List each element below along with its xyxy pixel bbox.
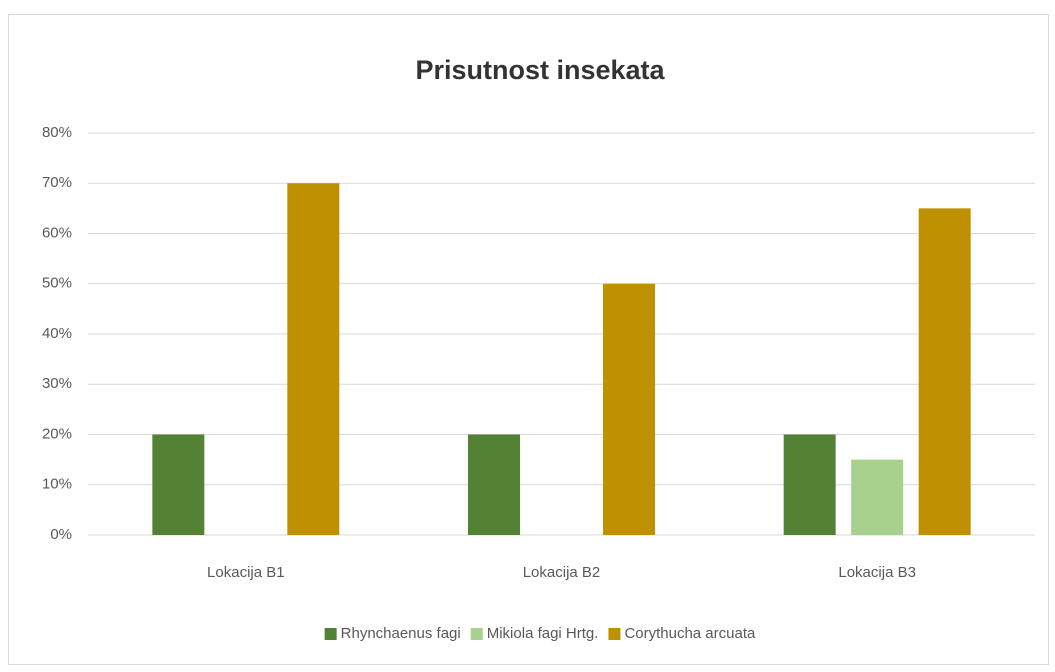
bar: [468, 434, 520, 535]
legend-label: Rhynchaenus fagi: [341, 625, 461, 642]
y-tick-label: 20%: [42, 425, 72, 442]
y-tick-label: 40%: [42, 325, 72, 342]
legend-swatch: [608, 628, 621, 640]
y-tick-label: 30%: [42, 375, 72, 392]
legend-swatch: [470, 628, 483, 640]
bar: [783, 434, 836, 535]
x-tick-label: Lokacija B2: [523, 564, 601, 581]
bar: [152, 434, 205, 535]
y-tick-label: 80%: [42, 124, 72, 141]
legend-swatch: [324, 628, 337, 640]
x-tick-label: Lokacija B3: [838, 564, 916, 581]
y-tick-label: 70%: [42, 174, 72, 191]
y-tick-label: 0%: [50, 526, 72, 543]
chart-title: Prisutnost insekata: [415, 55, 665, 85]
chart-border: [8, 14, 1049, 665]
y-tick-label: 10%: [42, 476, 72, 493]
bar: [603, 283, 655, 535]
y-tick-label: 50%: [42, 275, 72, 292]
x-tick-label: Lokacija B1: [207, 564, 285, 581]
legend-label: Mikiola fagi Hrtg.: [487, 625, 599, 642]
y-tick-label: 60%: [42, 224, 72, 241]
legend-label: Corythucha arcuata: [624, 625, 756, 642]
bar: [851, 459, 904, 535]
bar: [918, 208, 971, 535]
bar: [287, 183, 340, 535]
